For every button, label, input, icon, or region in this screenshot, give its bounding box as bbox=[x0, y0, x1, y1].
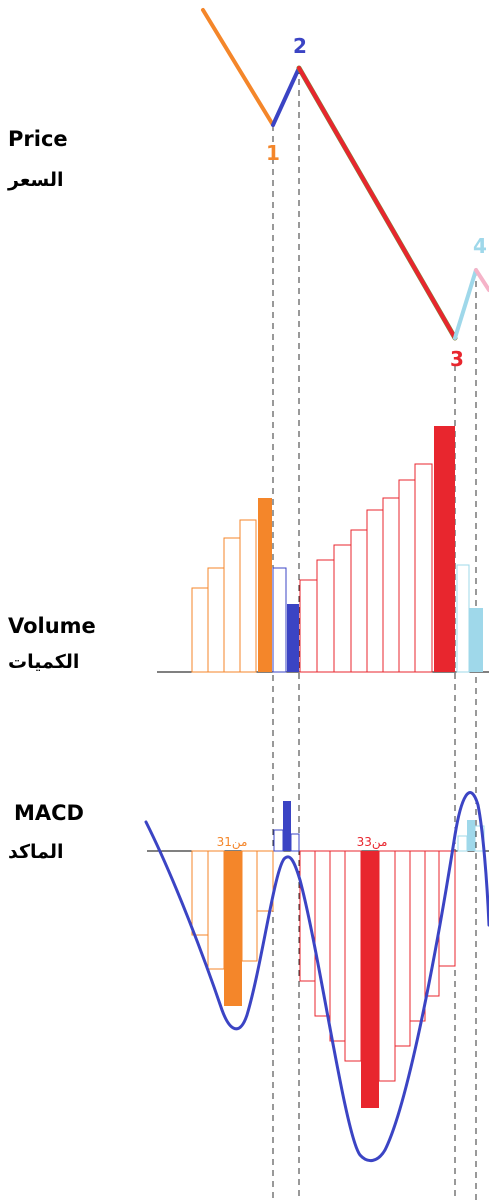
macd-histogram-bar bbox=[361, 851, 379, 1108]
volume-bar bbox=[239, 519, 257, 673]
macd-histogram-bar bbox=[409, 850, 426, 1022]
volume-bar bbox=[456, 564, 470, 673]
macd-histogram-bar bbox=[191, 850, 209, 936]
macd-histogram-bar bbox=[378, 850, 396, 1082]
wave-number-2: 2 bbox=[293, 34, 307, 58]
wave-number-3: 3 bbox=[450, 347, 464, 371]
volume-bar bbox=[191, 587, 209, 673]
price-wave5-start bbox=[474, 268, 489, 292]
macd-line bbox=[144, 791, 489, 1163]
macd-histogram-bar bbox=[467, 820, 475, 851]
macd-histogram-bar bbox=[207, 850, 225, 970]
macd-wave3-count-label: 3من3 bbox=[357, 835, 388, 850]
volume-bar bbox=[299, 579, 318, 673]
macd-histogram-bar bbox=[329, 850, 346, 1042]
macd-histogram-bar bbox=[290, 833, 300, 852]
wave-number-4: 4 bbox=[473, 234, 487, 258]
macd-histogram-bar bbox=[394, 850, 411, 1047]
macd-histogram-bar bbox=[438, 850, 456, 967]
macd-wave1-count-label: 3من1 bbox=[217, 835, 248, 850]
volume-bar bbox=[207, 567, 225, 673]
volume-bar bbox=[414, 463, 433, 673]
volume-bar bbox=[333, 544, 352, 673]
macd-histogram-bar bbox=[241, 850, 258, 962]
macd-histogram-bar bbox=[457, 835, 468, 852]
macd-label-arabic: الماكد bbox=[8, 841, 64, 863]
volume-bar bbox=[316, 559, 335, 673]
volume-bar bbox=[258, 498, 272, 672]
volume-bar bbox=[287, 604, 299, 672]
volume-bar bbox=[469, 608, 483, 672]
volume-bar bbox=[434, 426, 455, 672]
macd-label: MACD bbox=[14, 801, 84, 825]
volume-bar bbox=[350, 529, 368, 673]
volume-bar bbox=[382, 497, 400, 673]
price-chart bbox=[201, 8, 489, 341]
macd-histogram-bar bbox=[283, 801, 291, 851]
price-wave3-down bbox=[297, 66, 457, 340]
volume-label-arabic: الكميات bbox=[8, 651, 79, 673]
price-label: Price bbox=[8, 127, 68, 151]
macd-chart bbox=[144, 791, 489, 1163]
volume-bar bbox=[272, 567, 287, 673]
macd-histogram-bar bbox=[344, 850, 362, 1062]
price-wave1-down bbox=[201, 8, 275, 127]
price-label-arabic: السعر bbox=[7, 169, 64, 191]
macd-histogram-bar bbox=[256, 850, 274, 912]
volume-bar bbox=[223, 537, 241, 673]
volume-bar bbox=[398, 479, 416, 673]
wave-number-1: 1 bbox=[266, 141, 280, 165]
macd-histogram-bar bbox=[224, 851, 242, 1006]
macd-histogram-bar bbox=[273, 829, 284, 852]
volume-bar bbox=[366, 509, 384, 673]
price-wave1-up bbox=[271, 66, 301, 127]
volume-chart bbox=[157, 426, 489, 673]
volume-label: Volume bbox=[8, 614, 96, 638]
price-wave4-up bbox=[453, 268, 478, 340]
